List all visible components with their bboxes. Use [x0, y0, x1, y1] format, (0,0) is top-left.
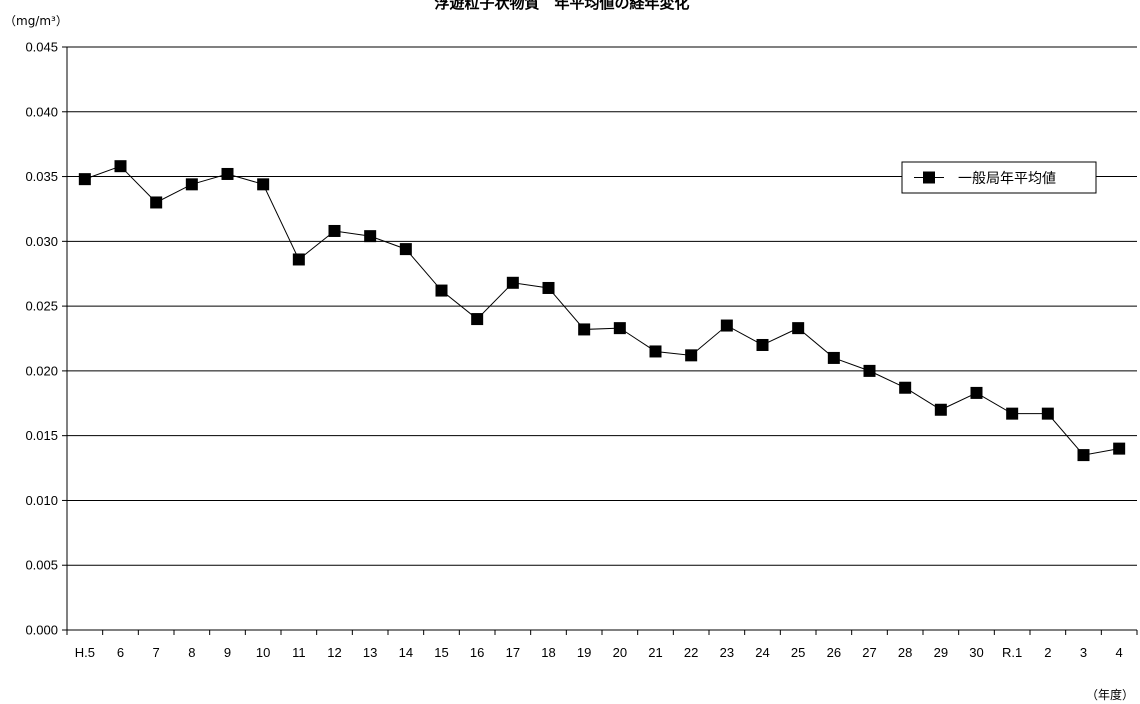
x-tick-label: 4 [1116, 645, 1123, 660]
x-tick-label: 10 [256, 645, 270, 660]
data-point [221, 167, 234, 180]
data-point [114, 160, 127, 173]
x-axis-ticks: H.5 6 7 8 9 10 11 12 13 14 15 16 17 18 19 20 21 22 23 24 25 2… [66, 630, 1138, 660]
y-tick-label: 0.020 [25, 363, 58, 378]
x-tick-label: 19 [577, 645, 591, 660]
legend: 一般局年平均値 [901, 161, 1097, 194]
data-point [827, 351, 840, 364]
data-point [364, 230, 377, 243]
series-line [84, 165, 1120, 456]
data-point [970, 386, 983, 399]
x-tick-label: 8 [188, 645, 195, 660]
data-point [435, 284, 448, 297]
y-axis-ticks: 0.000 0.005 0.010 0.015 0.020 0.025 0.030 0.035… [25, 40, 67, 638]
y-tick-label: 0.005 [25, 558, 58, 573]
y-tick-label: 0.015 [25, 428, 58, 443]
data-point [185, 178, 198, 191]
y-axis-unit-label: （mg/m³） [4, 14, 68, 28]
data-point [685, 349, 698, 362]
series-group [78, 160, 1126, 462]
data-point [1113, 442, 1126, 455]
x-tick-label: R.1 [1002, 645, 1022, 660]
y-tick-label: 0.030 [25, 234, 58, 249]
data-point [899, 381, 912, 394]
data-point [1006, 407, 1019, 420]
x-tick-label: 23 [720, 645, 734, 660]
x-tick-label: 9 [224, 645, 231, 660]
x-tick-label: 17 [506, 645, 520, 660]
legend-marker-swatch [923, 171, 935, 184]
x-axis-unit-label: （年度） [1086, 687, 1134, 702]
x-tick-label: 12 [327, 645, 341, 660]
x-tick-label: 13 [363, 645, 377, 660]
x-tick-label: 18 [541, 645, 555, 660]
x-tick-label: 28 [898, 645, 912, 660]
x-tick-label: 25 [791, 645, 805, 660]
data-point [934, 403, 947, 416]
data-point [613, 322, 626, 335]
data-point [150, 196, 163, 209]
x-tick-label: 24 [755, 645, 769, 660]
data-point [578, 323, 591, 336]
x-tick-label: 27 [862, 645, 876, 660]
data-point [1077, 449, 1090, 462]
data-point [756, 338, 769, 351]
x-tick-label: H.5 [75, 645, 95, 660]
x-tick-label: 30 [969, 645, 983, 660]
x-tick-label: 3 [1080, 645, 1087, 660]
data-point [649, 345, 662, 358]
axes [66, 47, 1137, 631]
chart-title: 浮遊粒子状物質 年平均値の経年変化 [434, 0, 689, 12]
data-point [471, 313, 484, 326]
y-tick-label: 0.010 [25, 493, 58, 508]
x-tick-label: 26 [827, 645, 841, 660]
x-tick-label: 14 [399, 645, 413, 660]
x-tick-label: 6 [117, 645, 124, 660]
legend-label: 一般局年平均値 [958, 171, 1056, 187]
x-tick-label: 20 [613, 645, 627, 660]
data-point [1041, 407, 1054, 420]
y-tick-label: 0.040 [25, 104, 58, 119]
data-point [328, 224, 341, 237]
x-tick-label: 15 [434, 645, 448, 660]
data-point [257, 178, 270, 191]
y-tick-label: 0.025 [25, 299, 58, 314]
y-tick-label: 0.045 [25, 40, 58, 55]
data-point [399, 243, 412, 256]
y-tick-label: 0.000 [25, 623, 58, 638]
data-point [506, 276, 519, 289]
data-point [292, 253, 305, 266]
x-tick-label: 16 [470, 645, 484, 660]
data-point [78, 173, 91, 186]
data-point [542, 281, 555, 294]
y-tick-label: 0.035 [25, 169, 58, 184]
x-tick-label: 11 [292, 645, 306, 660]
data-point [720, 319, 733, 332]
gridlines [67, 46, 1137, 566]
data-point [792, 322, 805, 335]
x-tick-label: 22 [684, 645, 698, 660]
x-tick-label: 29 [934, 645, 948, 660]
x-tick-label: 7 [153, 645, 160, 660]
x-tick-label: 21 [648, 645, 662, 660]
x-tick-label: 2 [1044, 645, 1051, 660]
data-point [863, 364, 876, 377]
